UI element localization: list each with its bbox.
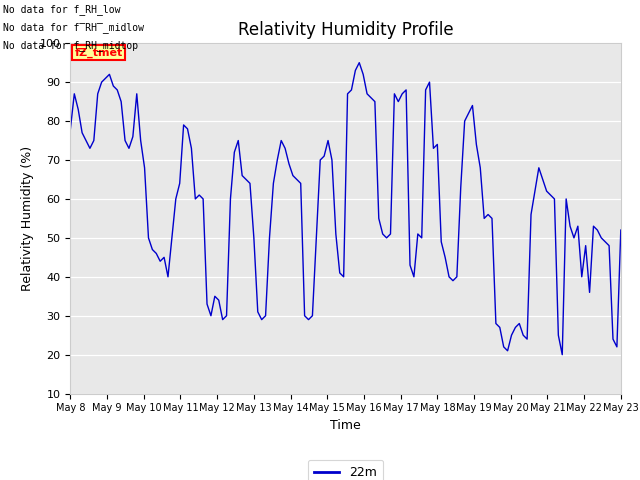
Text: No data for f_RH_low: No data for f_RH_low <box>3 4 121 15</box>
Y-axis label: Relativity Humidity (%): Relativity Humidity (%) <box>21 146 34 291</box>
Title: Relativity Humidity Profile: Relativity Humidity Profile <box>238 21 453 39</box>
Text: fZ_tmet: fZ_tmet <box>75 48 123 58</box>
X-axis label: Time: Time <box>330 419 361 432</box>
Legend: 22m: 22m <box>308 460 383 480</box>
Text: No data for f_RH_midtop: No data for f_RH_midtop <box>3 40 138 51</box>
Text: No data for f̅RH̅_midlow: No data for f̅RH̅_midlow <box>3 22 144 33</box>
